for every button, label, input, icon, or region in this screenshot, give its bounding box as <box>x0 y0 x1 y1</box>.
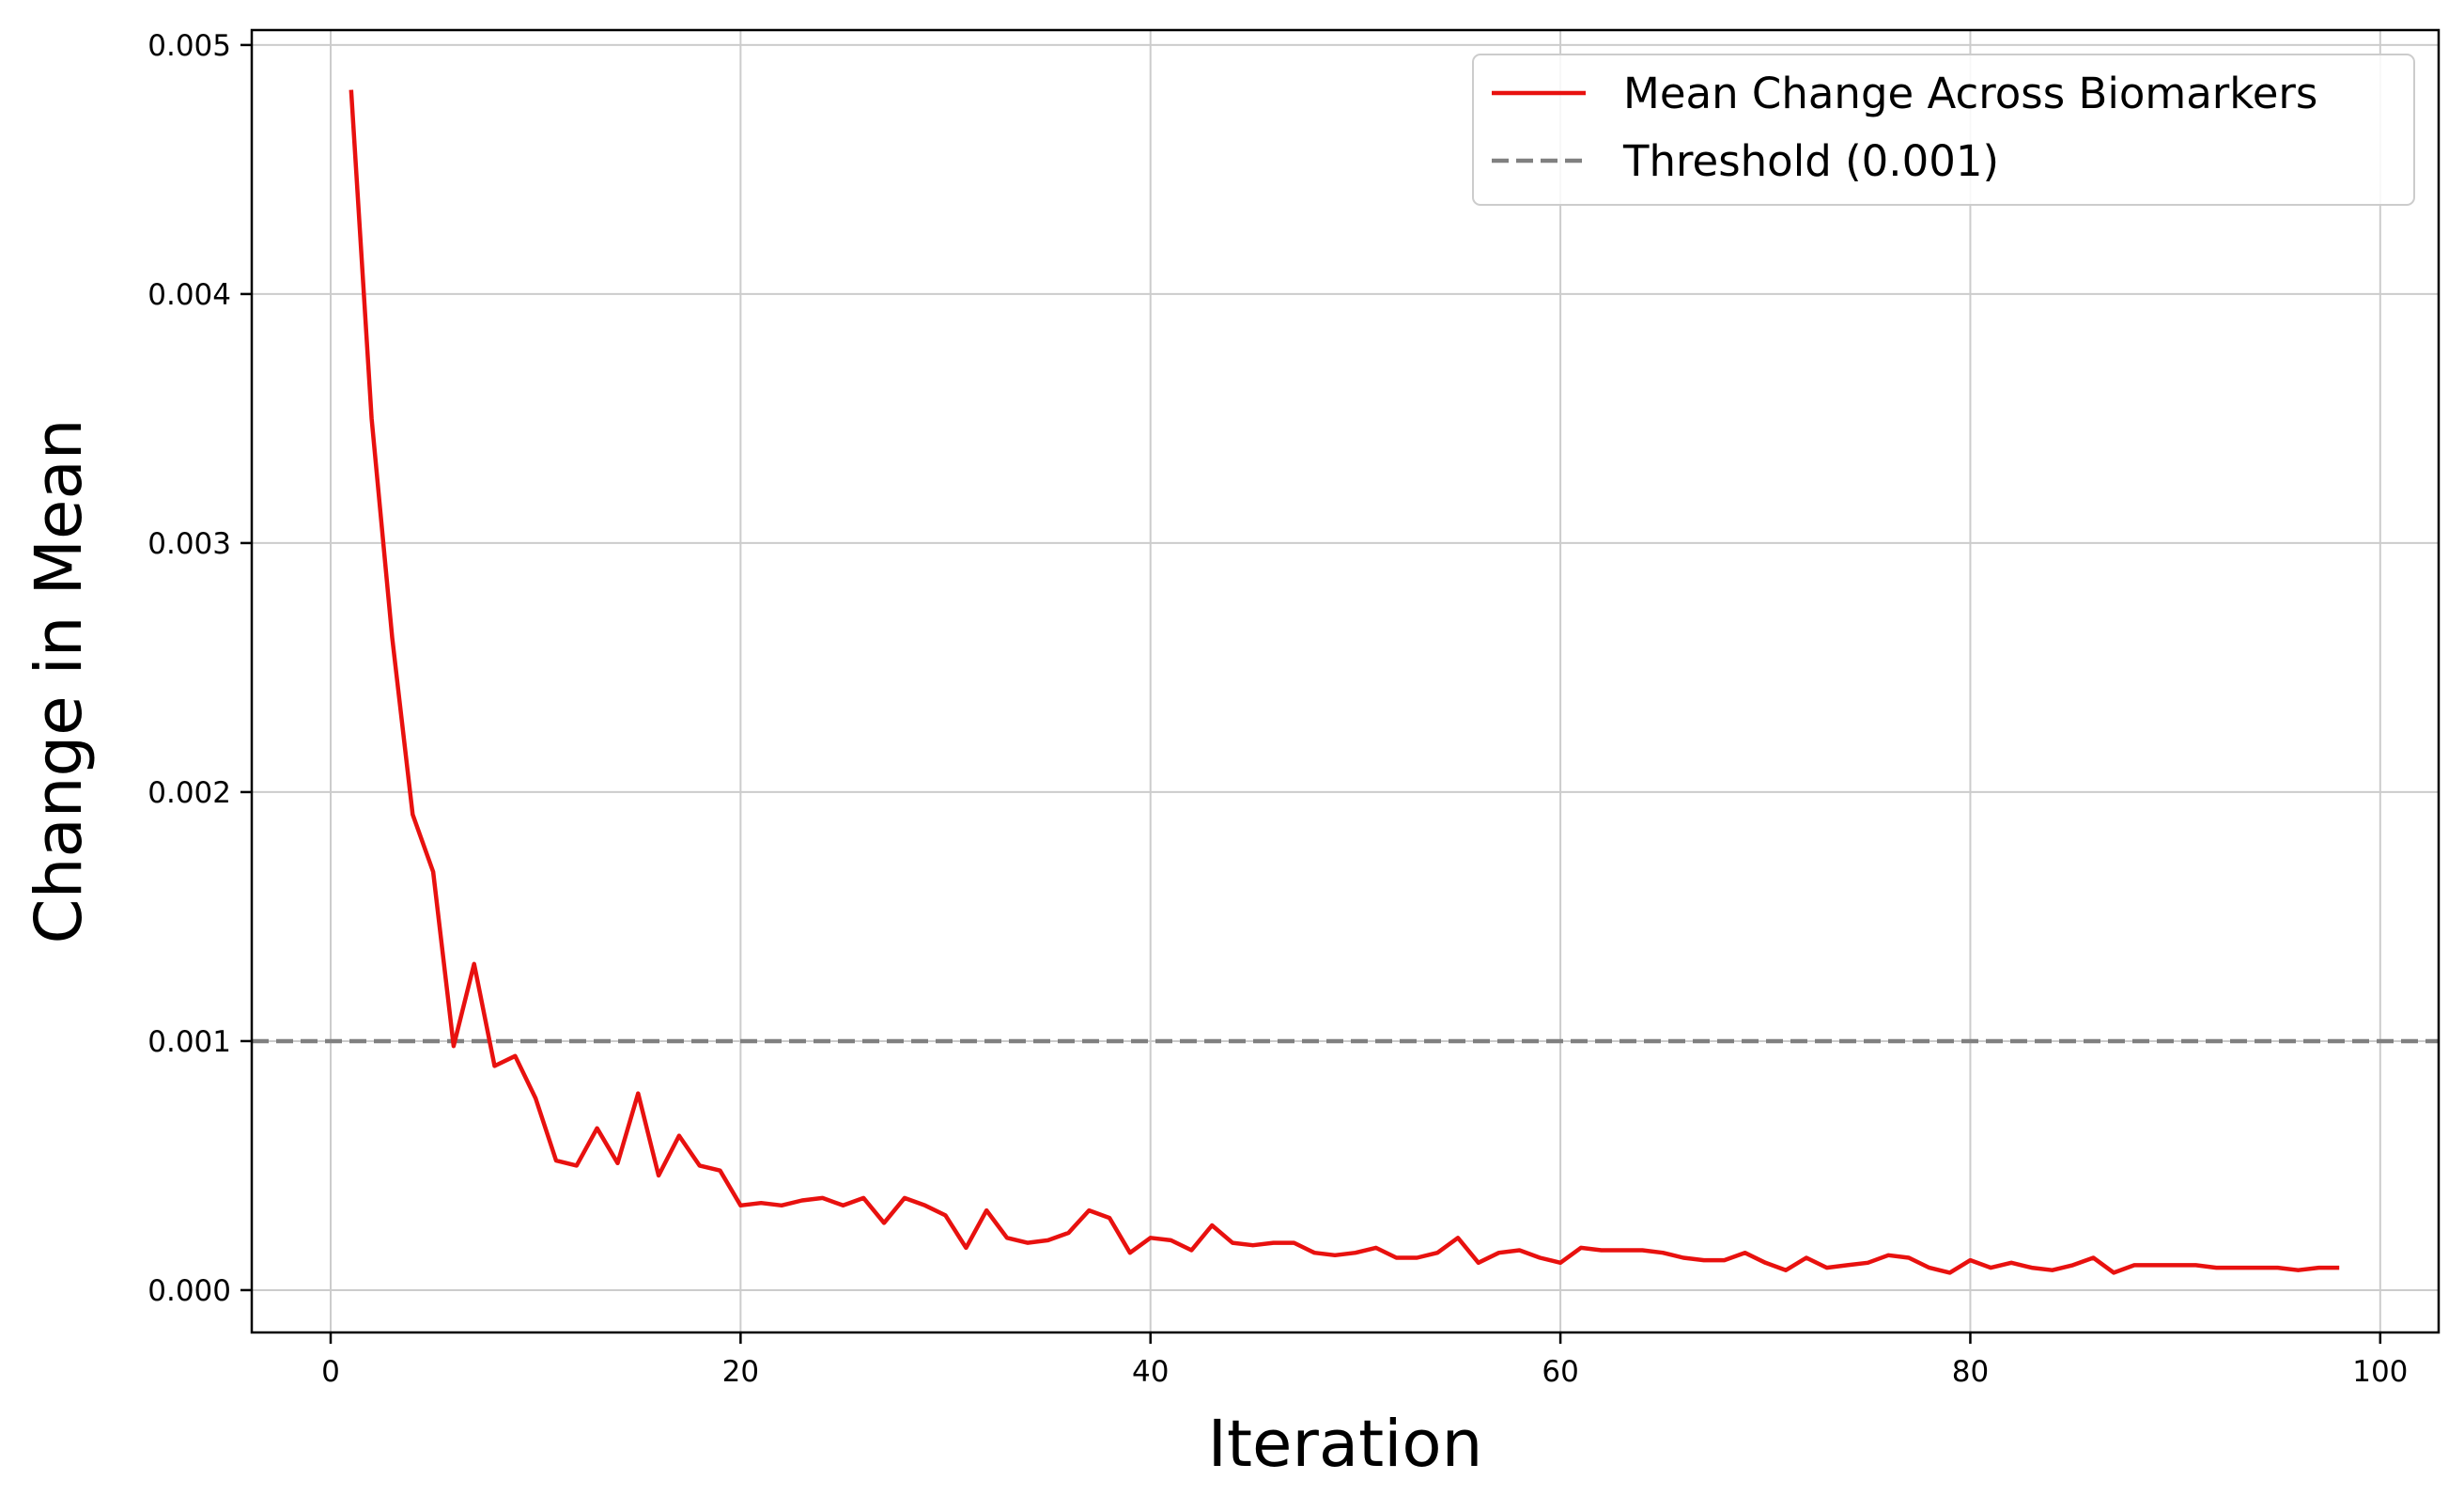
y-tick-label: 0.001 <box>147 1025 231 1059</box>
legend: Mean Change Across Biomarkers Threshold … <box>1472 54 2415 206</box>
x-axis: 0 20 40 60 80 100 <box>321 1332 2408 1389</box>
legend-label-threshold: Threshold (0.001) <box>1622 136 1999 186</box>
series-group <box>349 89 2340 1275</box>
y-axis-title: Change in Mean <box>22 419 97 944</box>
legend-box <box>1472 54 2415 206</box>
x-tick-label: 0 <box>321 1355 340 1389</box>
y-tick-label: 0.003 <box>147 527 231 561</box>
grid <box>252 30 2439 1332</box>
x-tick-label: 80 <box>1952 1355 1989 1389</box>
series-line-mean-change <box>349 89 2340 1275</box>
x-axis-title: Iteration <box>1208 1407 1483 1482</box>
x-tick-label: 40 <box>1132 1355 1169 1389</box>
y-axis: 0.000 0.001 0.002 0.003 0.004 0.005 <box>147 29 252 1308</box>
x-tick-label: 20 <box>722 1355 759 1389</box>
y-tick-label: 0.002 <box>147 776 231 810</box>
x-tick-label: 100 <box>2352 1355 2408 1389</box>
y-tick-label: 0.004 <box>147 278 231 312</box>
x-tick-label: 60 <box>1542 1355 1578 1389</box>
legend-label-mean-change: Mean Change Across Biomarkers <box>1623 69 2317 118</box>
plot-area-frame <box>250 28 2441 1334</box>
y-tick-label: 0.000 <box>147 1274 231 1308</box>
y-tick-label: 0.005 <box>147 29 231 63</box>
